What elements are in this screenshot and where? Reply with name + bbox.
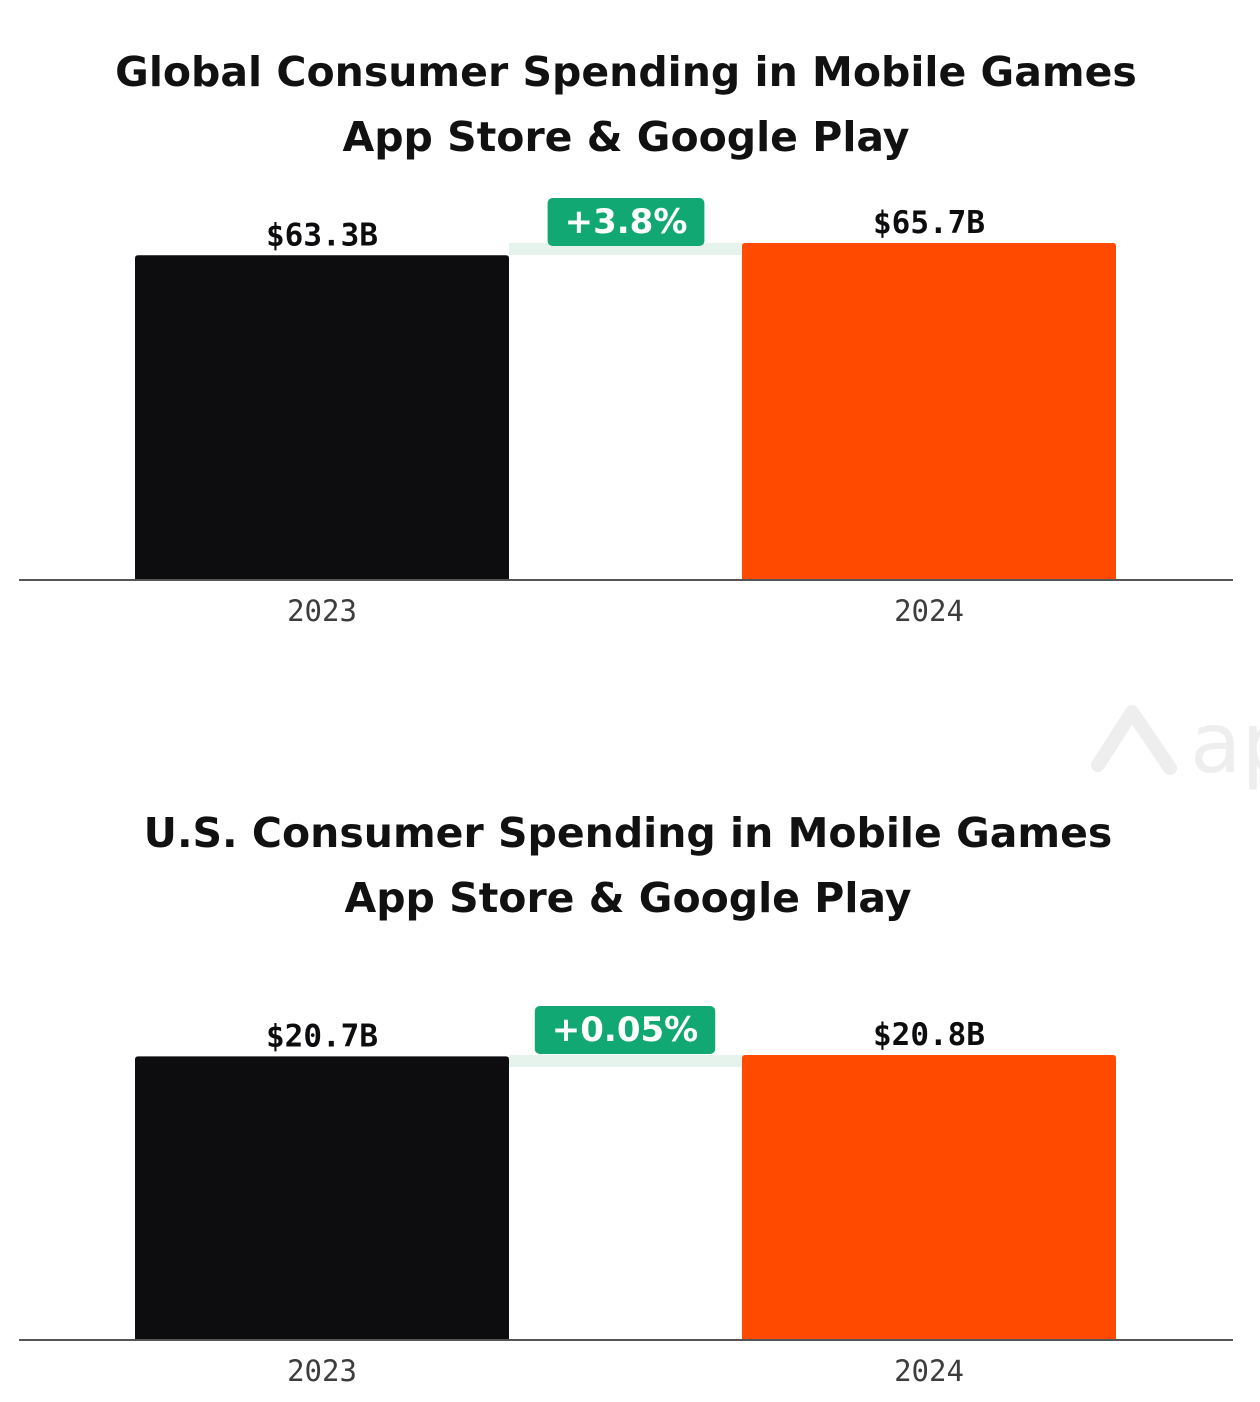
chart-subtitle: App Store & Google Play	[342, 113, 909, 161]
bar-2023	[135, 1056, 509, 1340]
logo-chevron-icon	[1091, 705, 1177, 775]
value-label: $65.7B	[873, 205, 985, 241]
value-label: $20.8B	[873, 1017, 985, 1053]
x-tick-label: 2023	[287, 1354, 357, 1388]
change-badge-label: +0.05%	[552, 1010, 698, 1050]
x-tick-label: 2024	[894, 594, 964, 628]
change-badge-label: +3.8%	[565, 202, 688, 242]
chart-subtitle: App Store & Google Play	[344, 874, 911, 922]
change-connector	[509, 1055, 742, 1067]
change-badge	[547, 198, 705, 246]
bar-2023	[135, 255, 509, 581]
watermark-text: ap	[1190, 694, 1260, 792]
chart-title: U.S. Consumer Spending in Mobile Games	[144, 809, 1113, 857]
x-tick-label: 2023	[287, 594, 357, 628]
change-badge	[534, 1006, 716, 1054]
value-label: $20.7B	[266, 1018, 378, 1054]
watermark: ap	[1091, 694, 1260, 792]
plot-area: $20.7B 2023 $20.8B 2024 +0.05%	[19, 1006, 1233, 1388]
chart-title: Global Consumer Spending in Mobile Games	[115, 48, 1137, 96]
value-label: $63.3B	[266, 217, 378, 253]
bar-2024	[742, 243, 1116, 580]
chart-us: U.S. Consumer Spending in Mobile Games A…	[19, 809, 1233, 1388]
x-tick-label: 2024	[894, 1354, 964, 1388]
chart-global: Global Consumer Spending in Mobile Games…	[19, 48, 1233, 628]
plot-area: $63.3B 2023 $65.7B 2024 +3.8%	[19, 198, 1233, 628]
bar-2024	[742, 1055, 1116, 1340]
